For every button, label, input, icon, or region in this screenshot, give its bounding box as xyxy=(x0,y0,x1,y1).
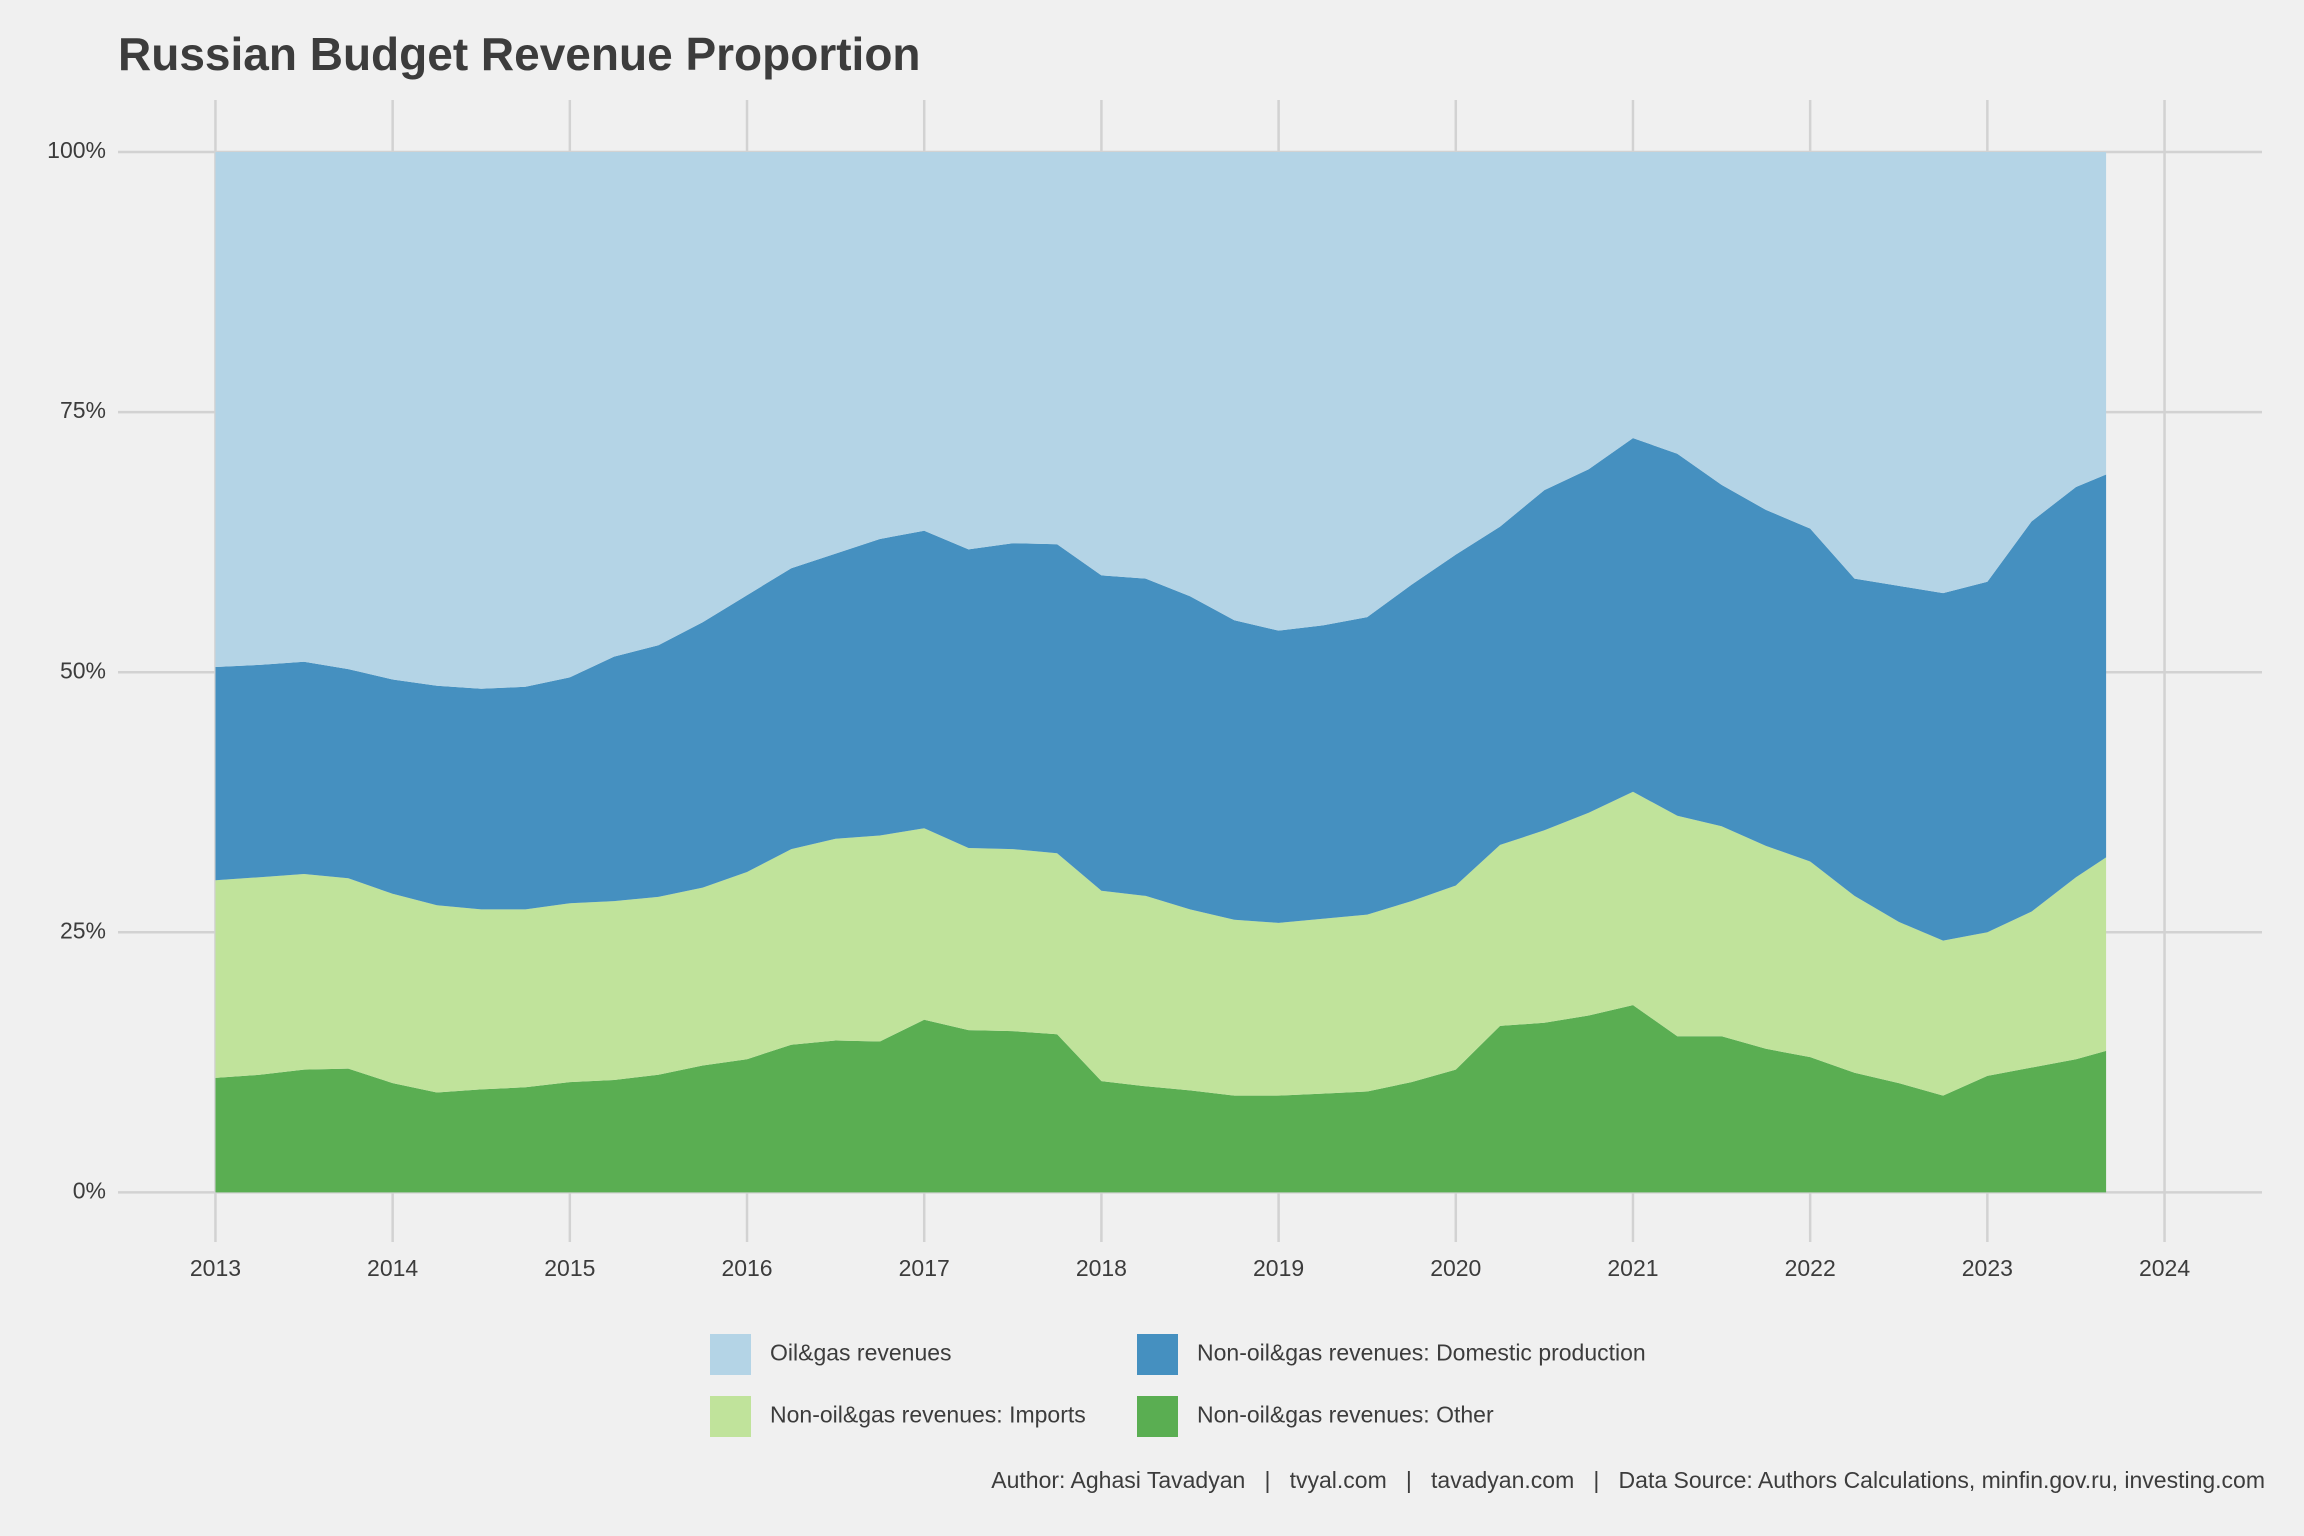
x-tick-label: 2022 xyxy=(1785,1255,1836,1281)
legend-swatch xyxy=(710,1396,751,1437)
x-tick-label: 2024 xyxy=(2139,1255,2190,1281)
legend-swatch xyxy=(710,1334,751,1375)
legend-swatch xyxy=(1137,1334,1178,1375)
area xyxy=(215,791,2107,1096)
x-tick-label: 2021 xyxy=(1607,1255,1658,1281)
y-tick-label: 25% xyxy=(60,917,106,943)
x-tick-label: 2016 xyxy=(721,1255,772,1281)
legend-label: Non-oil&gas revenues: Other xyxy=(1197,1402,1494,1428)
x-tick-label: 2018 xyxy=(1076,1255,1127,1281)
legend-label: Non-oil&gas revenues: Imports xyxy=(770,1402,1086,1428)
legend-label: Oil&gas revenues xyxy=(770,1340,952,1366)
y-tick-label: 75% xyxy=(60,397,106,423)
y-tick-label: 0% xyxy=(73,1177,106,1203)
area xyxy=(215,152,2107,689)
y-tick-label: 100% xyxy=(47,137,106,163)
x-tick-label: 2019 xyxy=(1253,1255,1304,1281)
y-tick-label: 50% xyxy=(60,657,106,683)
x-tick-label: 2013 xyxy=(190,1255,241,1281)
area xyxy=(215,1005,2107,1193)
x-tick-label: 2023 xyxy=(1962,1255,2013,1281)
caption: Author: Aghasi Tavadyan | tvyal.com | ta… xyxy=(991,1467,2265,1493)
x-tick-label: 2015 xyxy=(544,1255,595,1281)
legend-label: Non-oil&gas revenues: Domestic productio… xyxy=(1197,1340,1646,1366)
area xyxy=(215,438,2107,941)
x-tick-label: 2017 xyxy=(899,1255,950,1281)
chart-title: Russian Budget Revenue Proportion xyxy=(118,28,921,80)
legend-swatch xyxy=(1137,1396,1178,1437)
x-tick-label: 2014 xyxy=(367,1255,418,1281)
x-tick-label: 2020 xyxy=(1430,1255,1481,1281)
